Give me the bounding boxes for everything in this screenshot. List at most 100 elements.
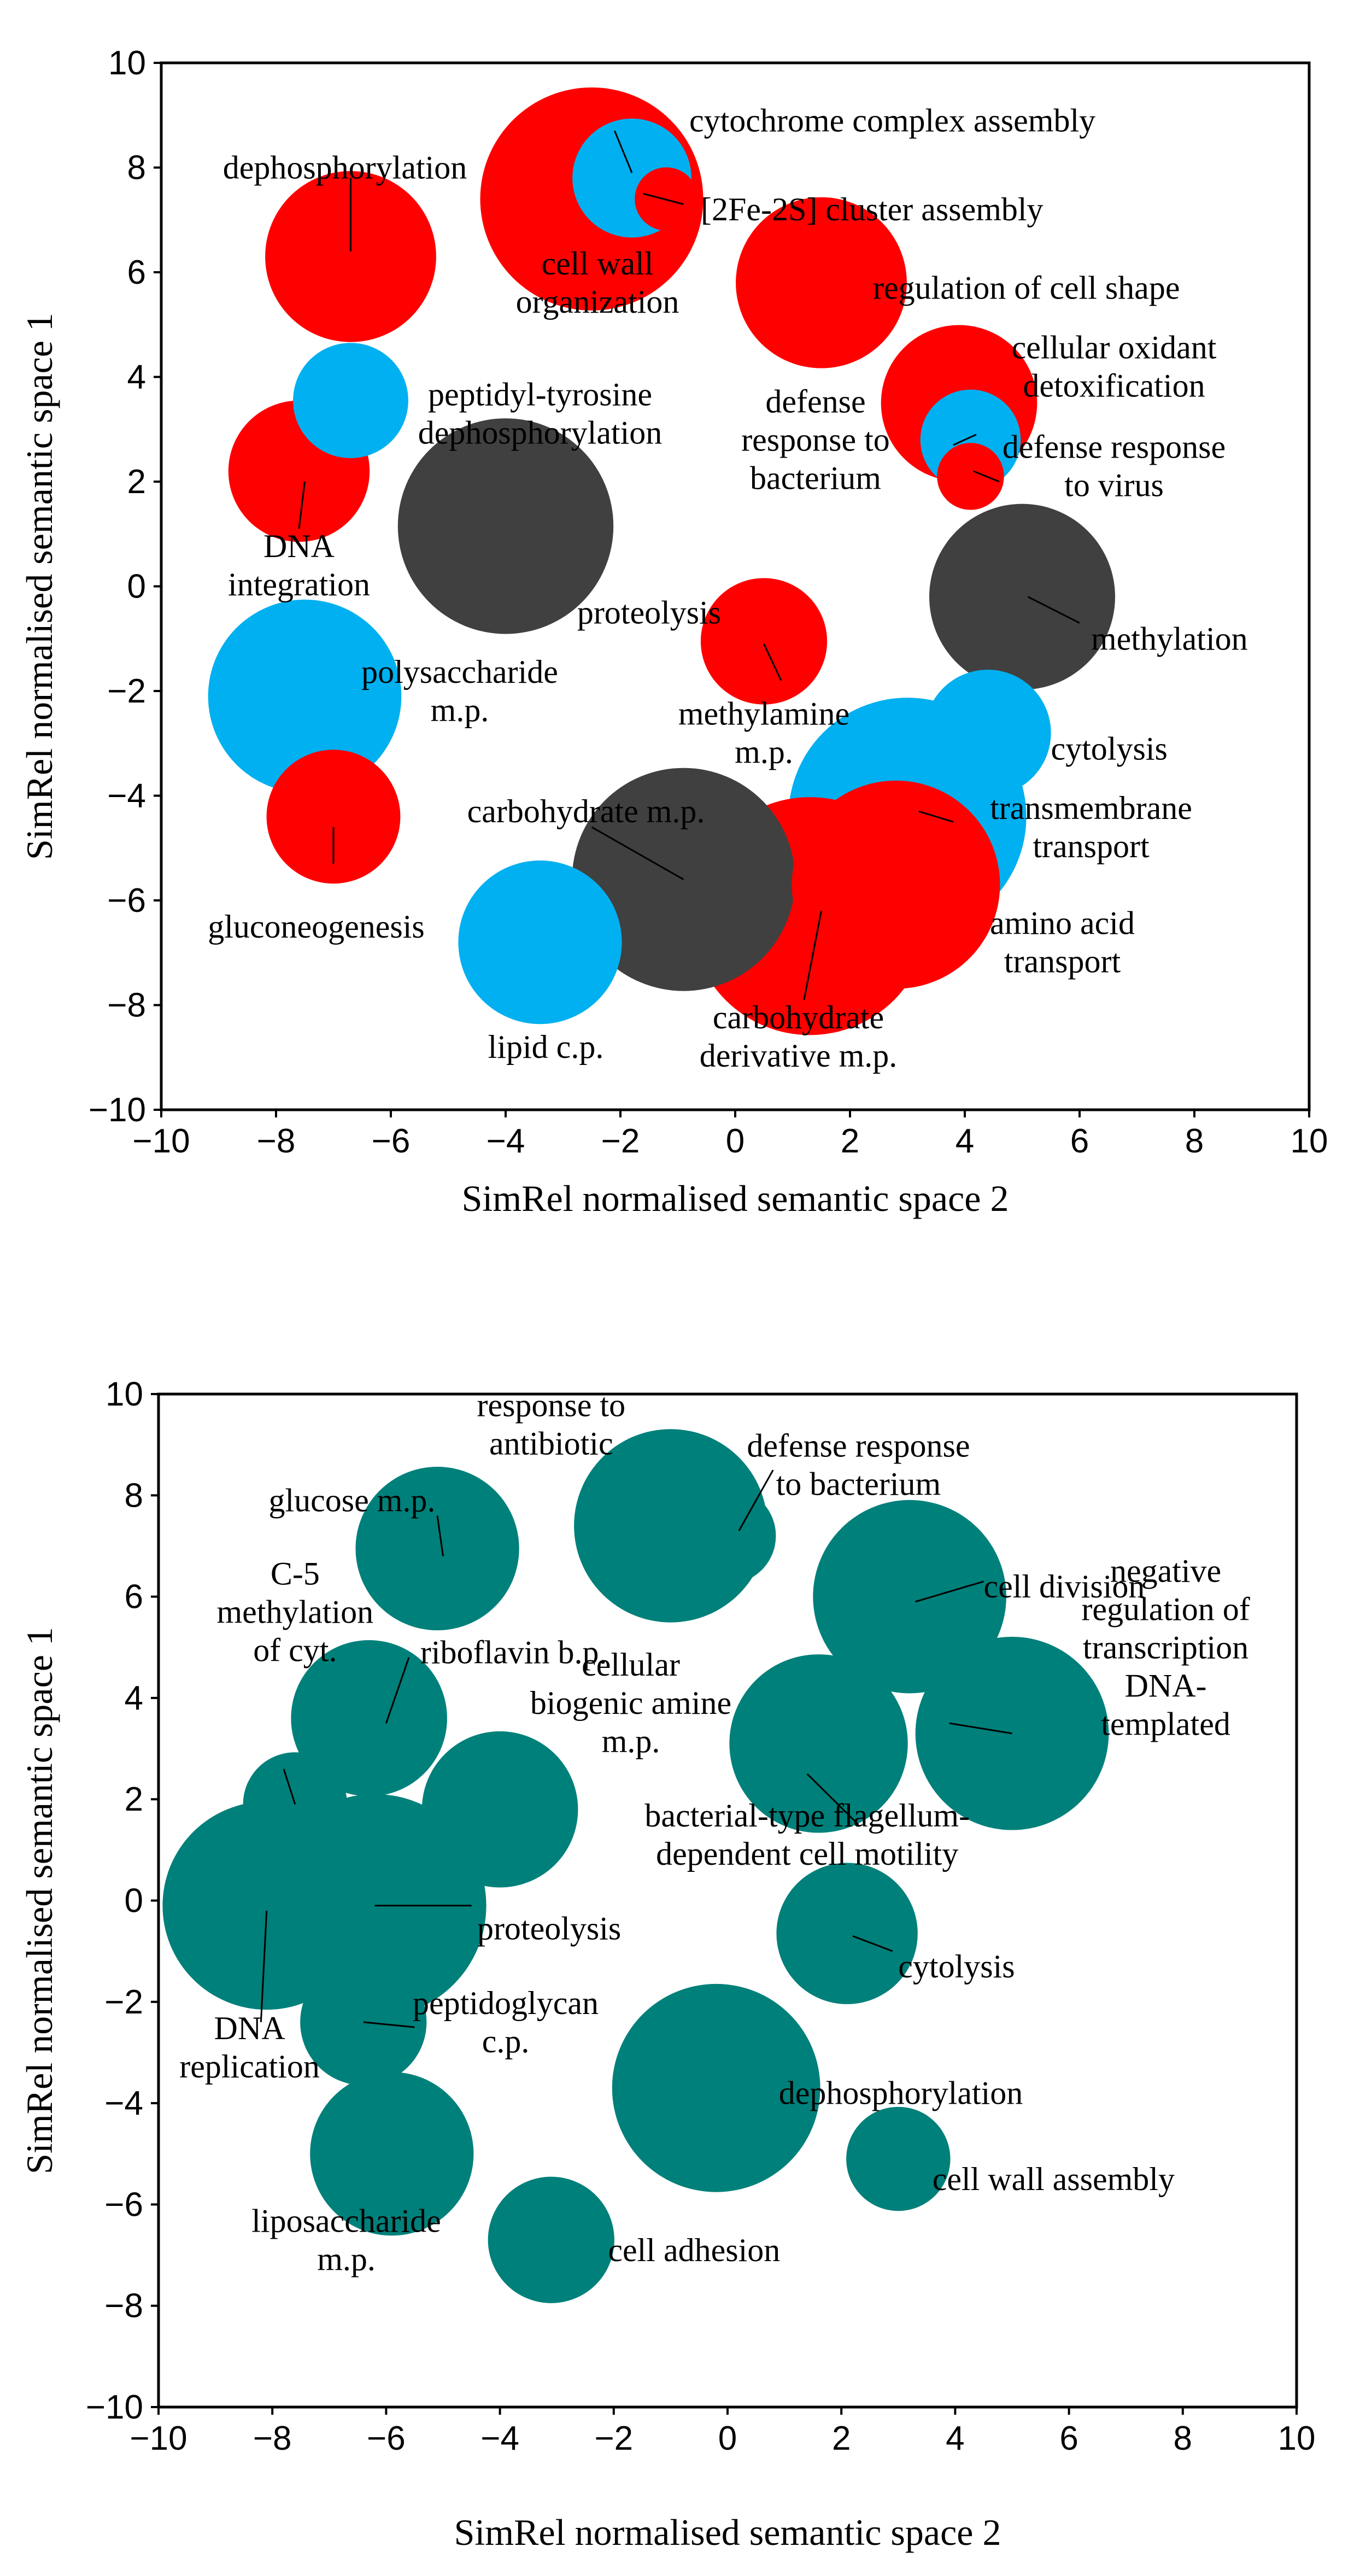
x-tick-label: 2 bbox=[841, 1122, 859, 1160]
bubble-label: m.p. bbox=[431, 692, 489, 728]
bubble-label: derivative m.p. bbox=[700, 1038, 898, 1074]
bubble-label: to virus bbox=[1064, 467, 1164, 503]
leader-line bbox=[973, 470, 1000, 483]
bubble-label: regulation of bbox=[1081, 1591, 1250, 1627]
x-tick-label: 4 bbox=[955, 1122, 974, 1160]
x-tick-label: −8 bbox=[257, 1122, 296, 1160]
bubble-label: transport bbox=[1004, 944, 1121, 980]
bubble bbox=[162, 1801, 371, 2010]
y-tick-label: 8 bbox=[125, 1477, 143, 1514]
bubble-label: integration bbox=[228, 566, 370, 602]
x-axis-title: SimRel normalised semantic space 2 bbox=[462, 1178, 1009, 1219]
bubble-label: peptidoglycan bbox=[413, 1985, 599, 2021]
bubble bbox=[792, 780, 1000, 989]
x-tick-label: −10 bbox=[132, 1122, 190, 1160]
bubble-label: m.p. bbox=[317, 2241, 376, 2277]
y-tick-label: 2 bbox=[125, 1781, 143, 1818]
bubble-label: antibiotic bbox=[489, 1426, 613, 1462]
bubble-label: carbohydrate bbox=[713, 999, 884, 1035]
x-tick-label: −4 bbox=[480, 2420, 519, 2457]
bubble-label: organization bbox=[516, 284, 679, 320]
leader-line bbox=[643, 192, 684, 205]
x-ticks: −10 −8 −6 −4 −2 0 2 4 6 8 10 bbox=[132, 1110, 1328, 1160]
y-tick-label: 4 bbox=[125, 1679, 143, 1717]
leader-line bbox=[591, 826, 684, 881]
y-tick-label: 0 bbox=[125, 1882, 143, 1920]
leader-line bbox=[385, 1657, 410, 1724]
bubble-label: detoxification bbox=[1023, 367, 1205, 403]
bubble-label: cell adhesion bbox=[608, 2232, 780, 2268]
x-tick-label: −4 bbox=[486, 1122, 525, 1160]
bubble-label: defense bbox=[765, 383, 865, 419]
bubble-label: negative bbox=[1110, 1553, 1221, 1589]
bubble-label: cytochrome complex assembly bbox=[689, 102, 1095, 138]
bubbles bbox=[162, 1429, 1109, 2303]
y-tick-label: −6 bbox=[107, 882, 146, 920]
y-tick-label: −4 bbox=[104, 2085, 143, 2122]
leader-line bbox=[949, 1722, 1012, 1735]
y-tick-label: 6 bbox=[125, 1578, 143, 1616]
bubble-label: methylamine bbox=[678, 696, 849, 732]
bubble-label: templated bbox=[1101, 1706, 1230, 1742]
bubble-label: biogenic amine bbox=[530, 1685, 731, 1721]
chart-bottom: −10 −8 −6 −4 −2 0 2 4 6 8 10 −10 −8 −6 −4 −2 0 2 4 6 8 10 Si… bbox=[19, 1375, 1315, 2553]
y-tick-label: −8 bbox=[107, 987, 146, 1024]
bubble-label: response to bbox=[741, 421, 890, 458]
bubble bbox=[293, 343, 408, 458]
leader-line bbox=[803, 910, 822, 1000]
leader-line bbox=[915, 1580, 984, 1603]
x-tick-label: −6 bbox=[372, 1122, 411, 1160]
x-tick-label: 8 bbox=[1185, 1122, 1204, 1160]
bubble bbox=[813, 1500, 1006, 1694]
x-tick-label: 0 bbox=[726, 1122, 745, 1160]
bubble-label: transport bbox=[1033, 828, 1150, 864]
x-tick-label: 6 bbox=[1059, 2420, 1078, 2457]
y-tick-label: −10 bbox=[86, 2388, 143, 2426]
bubble bbox=[915, 1636, 1109, 1830]
bubble bbox=[488, 2176, 614, 2303]
bubble-label: cytolysis bbox=[1051, 730, 1168, 766]
bubble-label: DNA- bbox=[1125, 1667, 1207, 1703]
y-ticks: −10 −8 −6 −4 −2 0 2 4 6 8 10 bbox=[89, 44, 161, 1129]
bubble-label: cell division bbox=[983, 1568, 1145, 1605]
y-tick-label: −6 bbox=[104, 2186, 143, 2223]
bubble bbox=[458, 860, 622, 1024]
bubble bbox=[355, 1466, 519, 1631]
bubble-label: polysaccharide bbox=[361, 654, 558, 690]
leader-line bbox=[738, 1470, 774, 1531]
bubble-label: defense response bbox=[747, 1428, 970, 1464]
bubble-label: riboflavin b.p. bbox=[420, 1635, 607, 1671]
y-tick-label: −8 bbox=[104, 2287, 143, 2325]
x-tick-label: 10 bbox=[1291, 1122, 1328, 1160]
y-tick-label: 10 bbox=[105, 1375, 143, 1413]
leader-line bbox=[283, 1769, 296, 1805]
leader-line bbox=[763, 643, 782, 681]
y-tick-label: −4 bbox=[107, 777, 146, 815]
y-ticks: −10 −8 −6 −4 −2 0 2 4 6 8 10 bbox=[86, 1375, 159, 2426]
bubble-label: regulation of cell shape bbox=[873, 270, 1180, 306]
bubble-label: transcription bbox=[1083, 1629, 1248, 1665]
bubble-label: methylation bbox=[1091, 620, 1248, 657]
bubble-label: m.p. bbox=[602, 1723, 660, 1759]
x-ticks: −10 −8 −6 −4 −2 0 2 4 6 8 10 bbox=[130, 2407, 1315, 2457]
bubble bbox=[310, 2072, 474, 2236]
y-tick-label: 4 bbox=[127, 359, 146, 396]
bubble-label: DNA bbox=[263, 528, 335, 564]
leader-lines bbox=[260, 1470, 1012, 2028]
bubble bbox=[612, 1983, 820, 2192]
bubble bbox=[846, 2106, 951, 2211]
bubble-label: peptidyl-tyrosine bbox=[428, 377, 652, 413]
y-tick-label: 6 bbox=[127, 254, 146, 291]
bubble bbox=[291, 1640, 447, 1796]
leader-line bbox=[1027, 596, 1080, 624]
x-tick-label: −2 bbox=[601, 1122, 640, 1160]
bubble-label: dephosphorylation bbox=[418, 415, 663, 451]
bubble-label: amino acid bbox=[990, 905, 1135, 941]
bubble-label: replication bbox=[179, 2048, 320, 2085]
y-tick-label: 2 bbox=[127, 463, 146, 501]
bubble-label: C-5 bbox=[271, 1555, 320, 1591]
bubble-label: gluconeogenesis bbox=[208, 909, 425, 945]
bubble-label: cytolysis bbox=[898, 1948, 1015, 1984]
bubble-label: response to bbox=[477, 1387, 625, 1424]
bubble-label: defense response bbox=[1003, 429, 1226, 465]
